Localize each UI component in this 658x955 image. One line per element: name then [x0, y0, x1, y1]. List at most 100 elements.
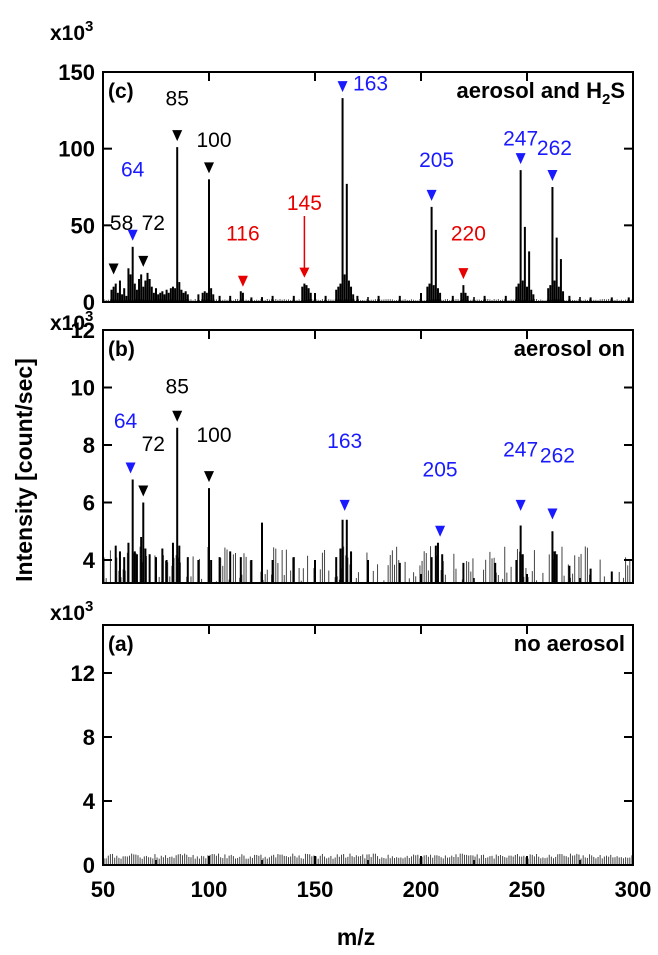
multiplier-base: x10	[50, 22, 85, 45]
peak-annotation: 262	[540, 444, 575, 520]
y-tick-label: 10	[71, 376, 95, 401]
y-tick-label: 12	[71, 661, 95, 686]
annotation-marker	[172, 410, 183, 422]
annotation-label: 116	[226, 223, 259, 246]
annotation-label: 145	[287, 192, 322, 215]
y-tick-label: 8	[83, 433, 95, 458]
y-tick-label: 100	[58, 137, 95, 162]
peak-annotation: 145	[287, 192, 322, 278]
peak-annotation: 116	[226, 223, 260, 287]
condition-text: aerosol on	[514, 336, 625, 361]
panel-a: 50 100 150 200 250 300 0 4 8 12 x103 (a) no aerosol	[50, 598, 651, 902]
peak-annotation: 163	[327, 430, 362, 511]
annotation-marker	[515, 499, 526, 511]
annotation-label: 247	[503, 439, 538, 462]
annotation-arrowhead	[299, 267, 310, 278]
y-tick-label: 0	[83, 290, 95, 315]
condition-label: no aerosol	[514, 631, 625, 656]
y-multiplier: x103	[50, 18, 93, 45]
peaks	[114, 427, 613, 583]
annotation-marker	[108, 263, 119, 275]
annotation-label: 72	[142, 212, 165, 235]
noise-floor	[103, 546, 631, 583]
x-tick-label: 200	[403, 877, 440, 902]
peaks	[110, 98, 630, 302]
peak-annotation: 72	[138, 433, 165, 497]
peak-annotation: 64	[114, 410, 138, 474]
x-tick-label: 250	[509, 877, 546, 902]
peak-annotation: 64	[121, 158, 145, 241]
annotation-label: 100	[196, 424, 231, 447]
peak-annotation: 163	[337, 72, 388, 95]
y-tick-label: 6	[83, 491, 95, 516]
condition-text: no aerosol	[514, 631, 625, 656]
annotation-label: 262	[540, 444, 575, 467]
annotation-marker	[172, 130, 183, 142]
multiplier-exponent: 3	[85, 308, 93, 325]
annotation-label: 64	[121, 158, 145, 181]
annotation-marker	[204, 471, 214, 483]
y-tick-label: 0	[83, 853, 95, 878]
peak-annotation: 247	[503, 128, 538, 165]
peak-annotation: 100	[196, 129, 232, 174]
condition-subscript: 2	[602, 91, 610, 108]
x-tick-label: 150	[297, 877, 334, 902]
peak-annotation: 100	[196, 424, 232, 483]
peak-annotation: 205	[419, 149, 454, 201]
peak-annotation: 85	[166, 88, 189, 142]
y-tick-label: 4	[83, 548, 96, 573]
annotation-label: 72	[142, 433, 165, 456]
y-tick-label: 12	[71, 318, 95, 343]
y-tick-label: 50	[71, 213, 95, 238]
condition-text: aerosol and H	[456, 78, 601, 103]
condition-tail: S	[610, 78, 625, 103]
y-tick-label: 8	[83, 725, 95, 750]
panel-tag: (c)	[108, 80, 134, 103]
annotation-label: 163	[327, 430, 362, 453]
condition-label: aerosol on	[514, 336, 625, 361]
annotation-marker	[138, 485, 149, 497]
y-tick-label: 150	[58, 60, 95, 85]
peak-annotation: 72	[138, 212, 165, 267]
annotation-label: 205	[423, 459, 458, 482]
x-tick-label: 50	[91, 877, 115, 902]
peak-annotation: 262	[537, 137, 572, 181]
annotation-marker	[138, 255, 149, 267]
annotation-marker	[339, 499, 350, 511]
peak-annotation: 58	[108, 212, 133, 275]
annotation-label: 205	[419, 149, 454, 172]
annotation-marker	[125, 462, 136, 474]
x-axis-title: m/z	[337, 924, 375, 950]
panel-c: 0 50 100 150 x103 (c) aerosol and H2S 58 64 72 85 1…	[50, 18, 634, 315]
annotation-marker	[337, 81, 348, 93]
annotation-marker	[547, 170, 558, 181]
annotation-marker	[204, 162, 214, 174]
panel-tag: (a)	[108, 633, 134, 656]
annotation-label: 58	[110, 212, 133, 235]
y-multiplier: x103	[50, 308, 93, 335]
annotation-label: 163	[353, 72, 388, 95]
annotation-marker	[458, 268, 469, 280]
annotation-label: 85	[166, 88, 189, 111]
annotation-marker	[435, 525, 446, 537]
annotation-label: 247	[503, 128, 538, 151]
peak-annotation: 205	[423, 459, 458, 537]
multiplier-exponent: 3	[85, 598, 93, 615]
y-axis-title: Intensity [count/sec]	[11, 358, 37, 582]
x-tick-label: 100	[191, 877, 228, 902]
annotation-label: 262	[537, 137, 572, 160]
peak-annotation: 247	[503, 439, 538, 511]
multiplier-exponent: 3	[85, 18, 93, 35]
peak-annotation: 85	[166, 375, 189, 422]
annotation-label: 85	[166, 375, 189, 398]
annotation-label: 64	[114, 410, 138, 433]
annotation-marker	[547, 508, 558, 520]
annotation-label: 100	[196, 129, 231, 152]
annotation-marker	[515, 153, 526, 165]
annotation-marker	[127, 229, 138, 241]
annotation-marker	[237, 275, 248, 287]
